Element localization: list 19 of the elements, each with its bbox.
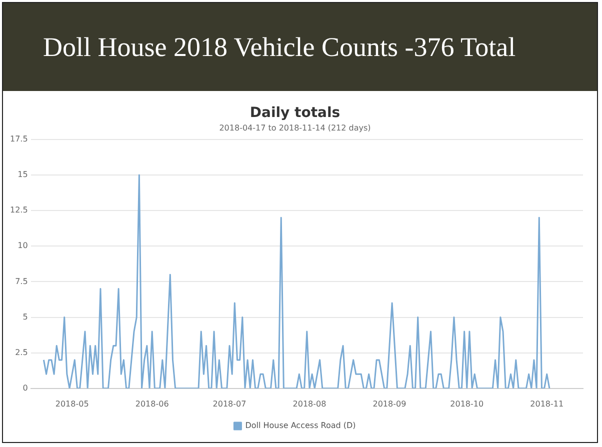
- x-tick-label: 2018-05: [55, 399, 89, 408]
- y-tick-label: 5: [22, 312, 28, 322]
- y-tick-label: 10: [18, 241, 28, 250]
- text: 2018-04-17 to 2018-11-14 (212 days): [219, 124, 371, 133]
- x-tick-label: 2018-09: [372, 399, 406, 408]
- x-tick-label: 2018-06: [135, 399, 169, 408]
- legend-label: Doll House Access Road (D): [245, 421, 356, 430]
- y-tick-label: 7.5: [15, 276, 28, 286]
- chart-title: Doll House 2018 Vehicle Counts -376 Total: [3, 3, 597, 95]
- y-tick-label: 0: [22, 383, 28, 392]
- chart-subtitle: Daily totals: [250, 105, 340, 122]
- y-tick-label: 12.5: [10, 206, 28, 215]
- x-tick-label: 2018-11: [530, 399, 564, 408]
- y-tick-label: 17.5: [10, 134, 28, 144]
- y-tick-label: 15: [18, 170, 28, 180]
- y-tick-label: 2.5: [15, 348, 28, 357]
- x-tick-label: 2018-10: [450, 399, 484, 408]
- x-tick-label: 2018-07: [212, 399, 246, 408]
- x-tick-label: 2018-08: [292, 399, 326, 408]
